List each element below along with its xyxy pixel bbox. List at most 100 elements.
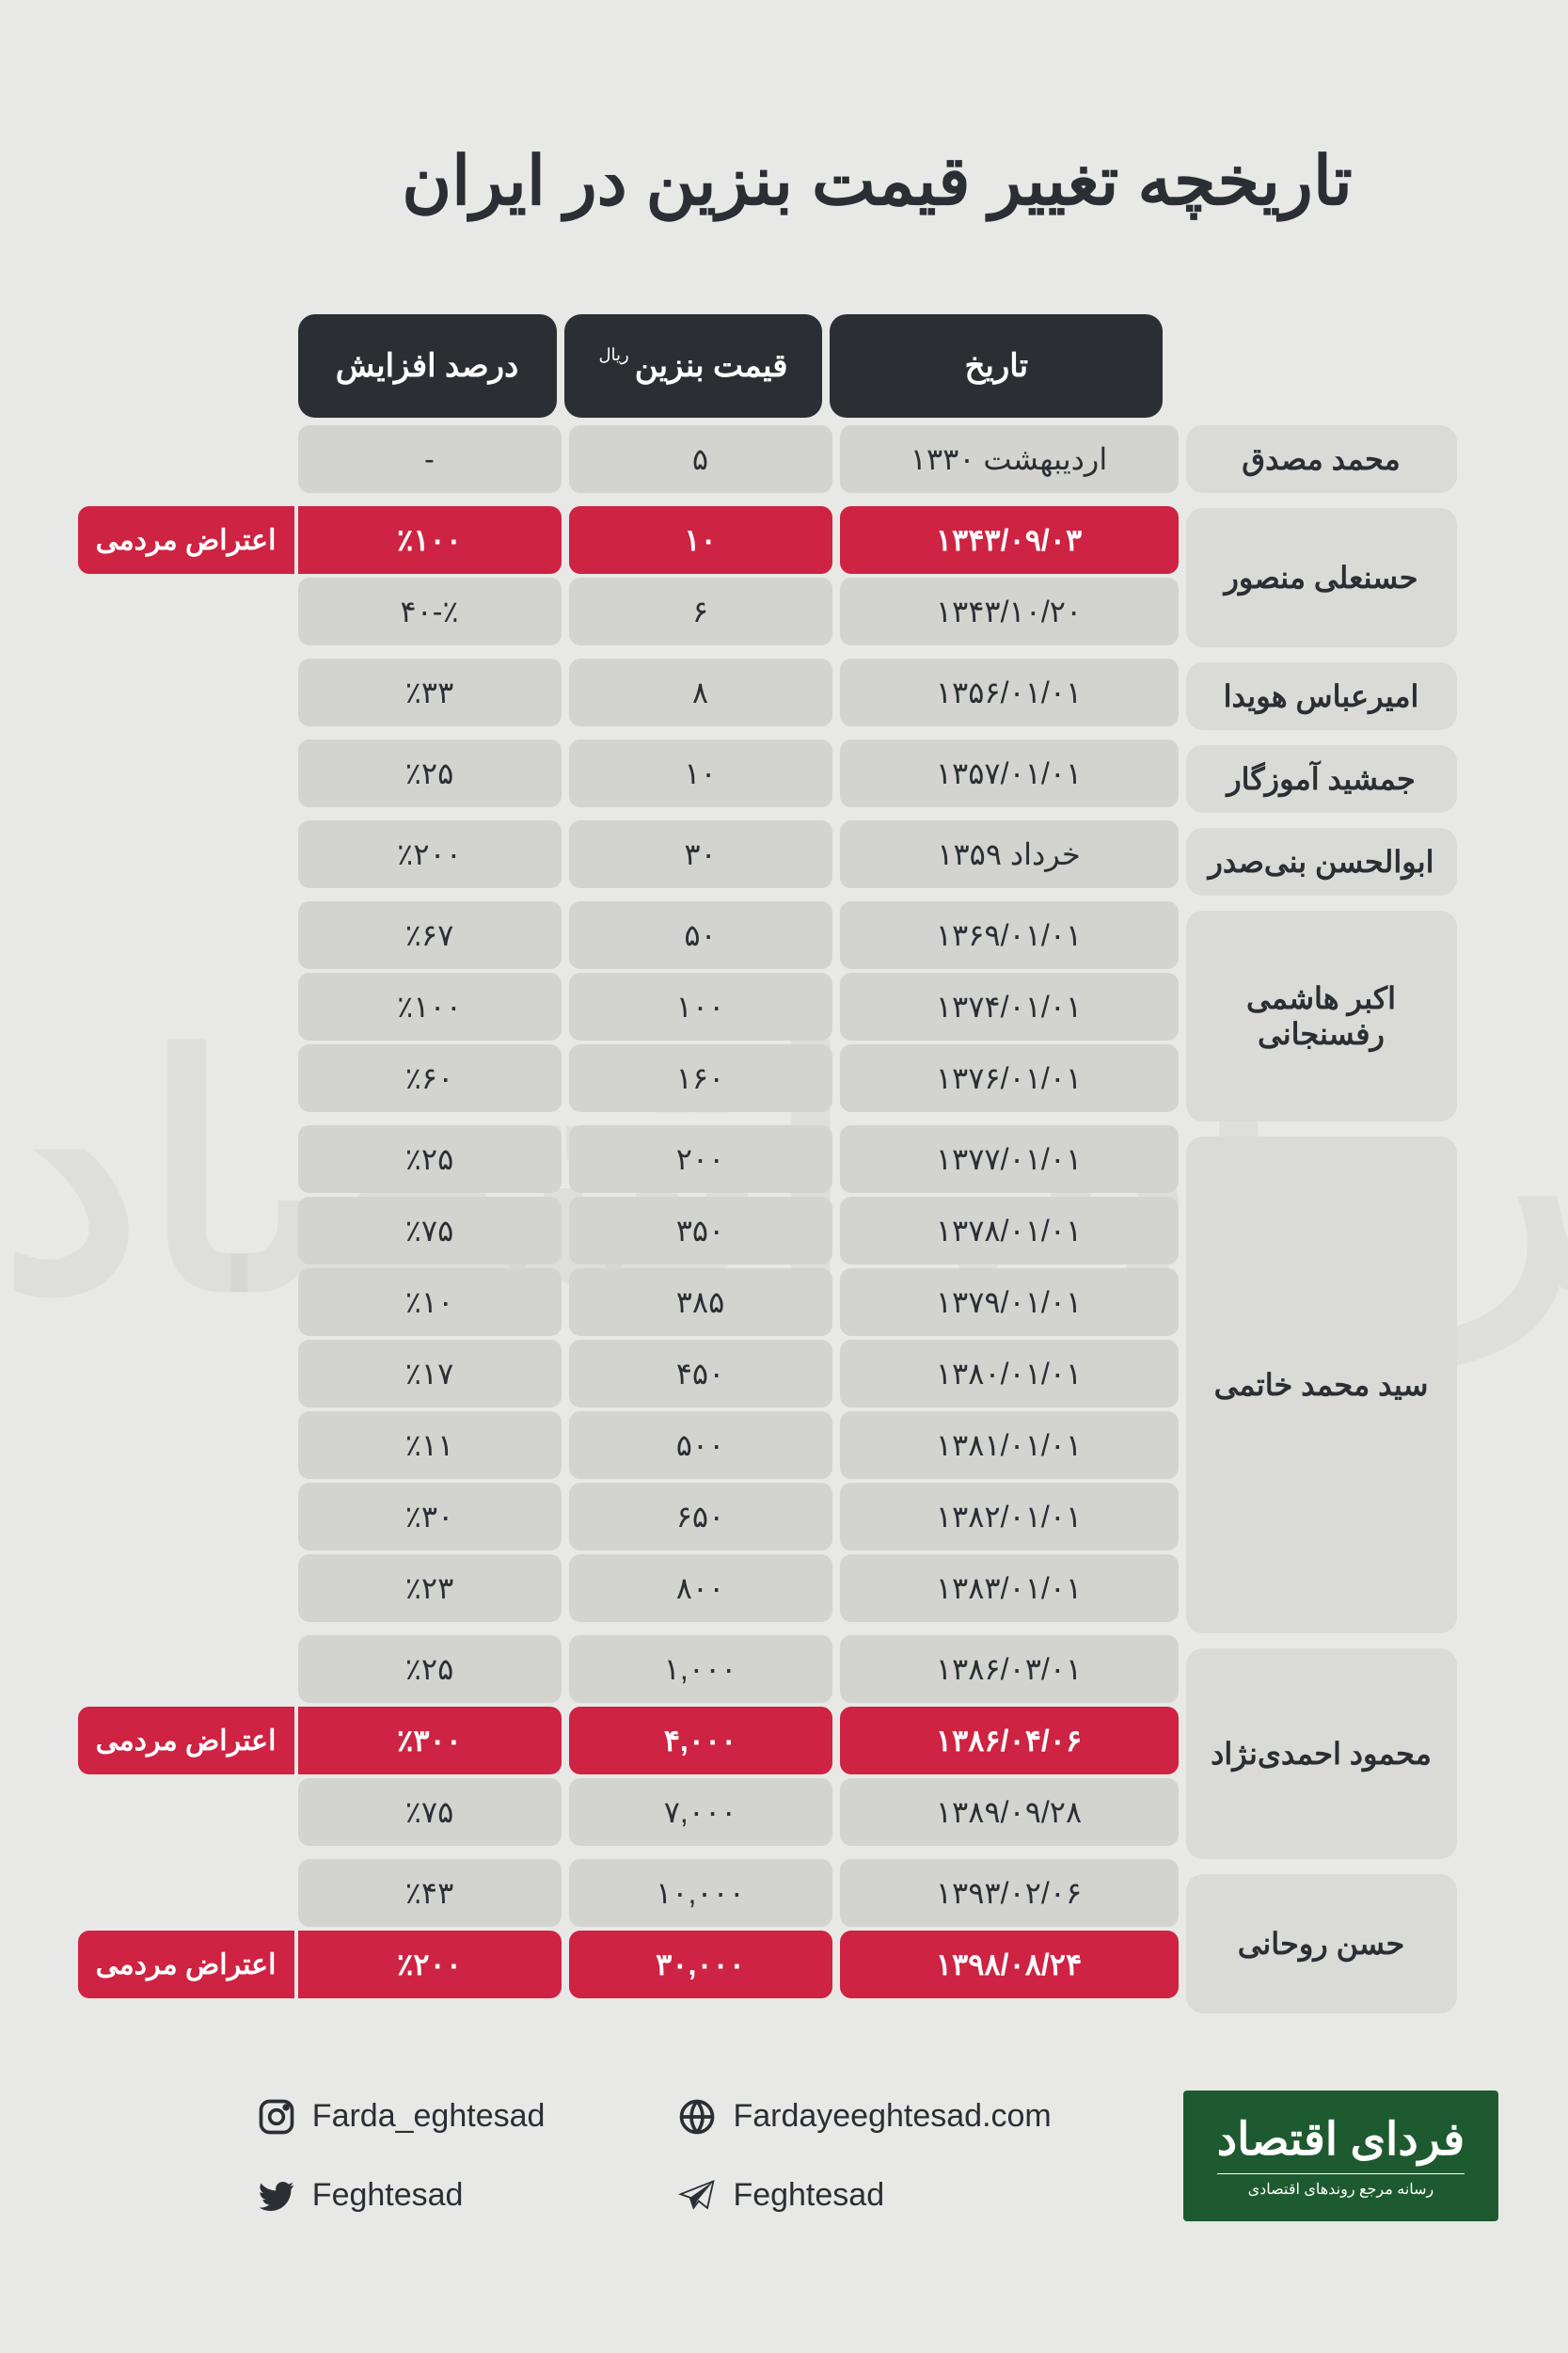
price-cell: ۳۰,۰۰۰ — [476, 1931, 739, 1998]
date-cell: ۱۳۵۶/۰۱/۰۱ — [747, 659, 1085, 726]
official-name-cell: جمشید آموزگار — [1093, 745, 1364, 813]
table-row: ۱۳۸۶/۰۴/۰۶۴,۰۰۰٪۳۰۰اعتراض مردمی — [201, 1707, 1089, 1774]
social-telegram[interactable]: Feghtesad — [583, 2175, 958, 2217]
pct-cell: - — [205, 425, 468, 493]
table-row: ۱۳۷۹/۰۱/۰۱۳۸۵٪۱۰ — [201, 1268, 1089, 1336]
pct-cell: ٪۷۵ — [205, 1197, 468, 1264]
pct-cell: ٪-۴۰ — [205, 578, 468, 645]
table-row: ۱۳۹۸/۰۸/۲۴۳۰,۰۰۰٪۲۰۰اعتراض مردمی — [201, 1931, 1089, 1998]
date-cell: ۱۳۷۸/۰۱/۰۱ — [747, 1197, 1085, 1264]
pct-cell: ٪۶۰ — [205, 1044, 468, 1112]
pct-cell: ٪۲۳ — [205, 1554, 468, 1622]
date-cell: ۱۳۸۰/۰۱/۰۱ — [747, 1340, 1085, 1407]
date-cell: ۱۳۸۳/۰۱/۰۱ — [747, 1554, 1085, 1622]
price-cell: ۱۰,۰۰۰ — [476, 1859, 739, 1927]
table-row: خرداد ۱۳۵۹۳۰٪۲۰۰ — [201, 820, 1089, 888]
date-cell: ۱۳۸۱/۰۱/۰۱ — [747, 1411, 1085, 1479]
price-cell: ۱,۰۰۰ — [476, 1635, 739, 1703]
table-row: ۱۳۷۷/۰۱/۰۱۲۰۰٪۲۵ — [201, 1125, 1089, 1193]
date-cell: ۱۳۸۲/۰۱/۰۱ — [747, 1483, 1085, 1550]
table-row: ۱۳۷۸/۰۱/۰۱۳۵۰٪۷۵ — [201, 1197, 1089, 1264]
social-telegram-handle: Feghtesad — [640, 2177, 791, 2214]
date-cell: ۱۳۹۸/۰۸/۲۴ — [747, 1931, 1085, 1998]
table-row: ۱۳۹۳/۰۲/۰۶۱۰,۰۰۰٪۴۳ — [201, 1859, 1089, 1927]
pct-cell: ٪۷۵ — [205, 1778, 468, 1846]
table-body: محمد مصدقحسنعلی منصورامیرعباس هویداجمشید… — [201, 425, 1368, 2019]
date-cell: ۱۳۴۳/۱۰/۲۰ — [747, 578, 1085, 645]
table-row: ۱۳۷۶/۰۱/۰۱۱۶۰٪۶۰ — [201, 1044, 1089, 1112]
pct-cell: ٪۱۱ — [205, 1411, 468, 1479]
pct-cell: ٪۱۰۰ — [205, 506, 468, 574]
price-cell: ۶ — [476, 578, 739, 645]
protest-badge: اعتراض مردمی — [0, 1931, 201, 1998]
official-name-cell: اکبر هاشمی رفسنجانی — [1093, 911, 1364, 1121]
pct-cell: ٪۳۰۰ — [205, 1707, 468, 1774]
twitter-icon — [163, 2175, 204, 2217]
price-cell: ۱۰ — [476, 506, 739, 574]
protest-badge: اعتراض مردمی — [0, 506, 201, 574]
table-row: ۱۳۶۹/۰۱/۰۱۵۰٪۶۷ — [201, 901, 1089, 969]
logo-sub-text: رسانه مرجع روندهای اقتصادی — [1124, 2173, 1371, 2199]
header-price: قیمت بنزین ریال — [471, 314, 730, 418]
header-pct: درصد افزایش — [205, 314, 464, 418]
price-cell: ۳۸۵ — [476, 1268, 739, 1336]
table-row: ۱۳۸۳/۰۱/۰۱۸۰۰٪۲۳ — [201, 1554, 1089, 1622]
pct-cell: ٪۲۵ — [205, 1635, 468, 1703]
table-row: ۱۳۸۱/۰۱/۰۱۵۰۰٪۱۱ — [201, 1411, 1089, 1479]
date-cell: ۱۳۹۳/۰۲/۰۶ — [747, 1859, 1085, 1927]
table-row: ۱۳۸۶/۰۳/۰۱۱,۰۰۰٪۲۵ — [201, 1635, 1089, 1703]
price-cell: ۷,۰۰۰ — [476, 1778, 739, 1846]
pct-cell: ٪۳۳ — [205, 659, 468, 726]
price-cell: ۵۰۰ — [476, 1411, 739, 1479]
official-name-cell: حسن روحانی — [1093, 1874, 1364, 2013]
official-name-cell: حسنعلی منصور — [1093, 508, 1364, 647]
price-cell: ۴,۰۰۰ — [476, 1707, 739, 1774]
date-cell: ۱۳۷۹/۰۱/۰۱ — [747, 1268, 1085, 1336]
pct-cell: ٪۴۳ — [205, 1859, 468, 1927]
price-cell: ۲۰۰ — [476, 1125, 739, 1193]
pct-cell: ٪۱۰۰ — [205, 973, 468, 1041]
table-row: ۱۳۸۹/۰۹/۲۸۷,۰۰۰٪۷۵ — [201, 1778, 1089, 1846]
price-cell: ۸ — [476, 659, 739, 726]
price-cell: ۵۰ — [476, 901, 739, 969]
pct-cell: ٪۳۰ — [205, 1483, 468, 1550]
price-cell: ۱۶۰ — [476, 1044, 739, 1112]
logo-main-text: فردای اقتصاد — [1124, 2113, 1371, 2166]
header-price-unit: ریال — [505, 345, 535, 365]
date-cell: ۱۳۴۳/۰۹/۰۳ — [747, 506, 1085, 574]
pct-cell: ٪۲۵ — [205, 739, 468, 807]
names-column: محمد مصدقحسنعلی منصورامیرعباس هویداجمشید… — [1093, 425, 1364, 2019]
page-title: تاریخچه تغییر قیمت بنزین در ایران — [94, 141, 1474, 220]
price-cell: ۸۰۰ — [476, 1554, 739, 1622]
date-cell: ۱۳۸۶/۰۴/۰۶ — [747, 1707, 1085, 1774]
date-cell: خرداد ۱۳۵۹ — [747, 820, 1085, 888]
date-cell: ۱۳۷۷/۰۱/۰۱ — [747, 1125, 1085, 1193]
price-cell: ۳۰ — [476, 820, 739, 888]
table-row: اردیبهشت ۱۳۳۰۵- — [201, 425, 1089, 493]
date-cell: ۱۳۸۹/۰۹/۲۸ — [747, 1778, 1085, 1846]
pct-cell: ٪۲۵ — [205, 1125, 468, 1193]
official-name-cell: امیرعباس هویدا — [1093, 662, 1364, 730]
price-cell: ۵ — [476, 425, 739, 493]
price-cell: ۱۰۰ — [476, 973, 739, 1041]
price-cell: ۴۵۰ — [476, 1340, 739, 1407]
pct-cell: ٪۶۷ — [205, 901, 468, 969]
date-cell: ۱۳۷۶/۰۱/۰۱ — [747, 1044, 1085, 1112]
table-row: ۱۳۵۷/۰۱/۰۱۱۰٪۲۵ — [201, 739, 1089, 807]
header-spacer — [1077, 314, 1363, 418]
date-cell: اردیبهشت ۱۳۳۰ — [747, 425, 1085, 493]
pct-cell: ٪۱۷ — [205, 1340, 468, 1407]
pct-cell: ٪۱۰ — [205, 1268, 468, 1336]
date-cell: ۱۳۷۴/۰۱/۰۱ — [747, 973, 1085, 1041]
header-date: تاریخ — [736, 314, 1069, 418]
page-container: تاریخچه تغییر قیمت بنزین در ایران تاریخ … — [0, 0, 1568, 2113]
table-header-row: تاریخ قیمت بنزین ریال درصد افزایش — [201, 314, 1368, 418]
price-history-table: تاریخ قیمت بنزین ریال درصد افزایش محمد م… — [201, 314, 1368, 2019]
official-name-cell: ابوالحسن بنی‌صدر — [1093, 828, 1364, 896]
table-row: ۱۳۴۳/۱۰/۲۰۶٪-۴۰ — [201, 578, 1089, 645]
date-cell: ۱۳۸۶/۰۳/۰۱ — [747, 1635, 1085, 1703]
official-name-cell: محمود احمدی‌نژاد — [1093, 1648, 1364, 1859]
social-twitter[interactable]: Feghtesad — [163, 2175, 452, 2217]
social-col-middle: Fardayeeghtesad.com Feghtesad — [583, 2096, 958, 2217]
telegram-icon — [583, 2175, 625, 2217]
